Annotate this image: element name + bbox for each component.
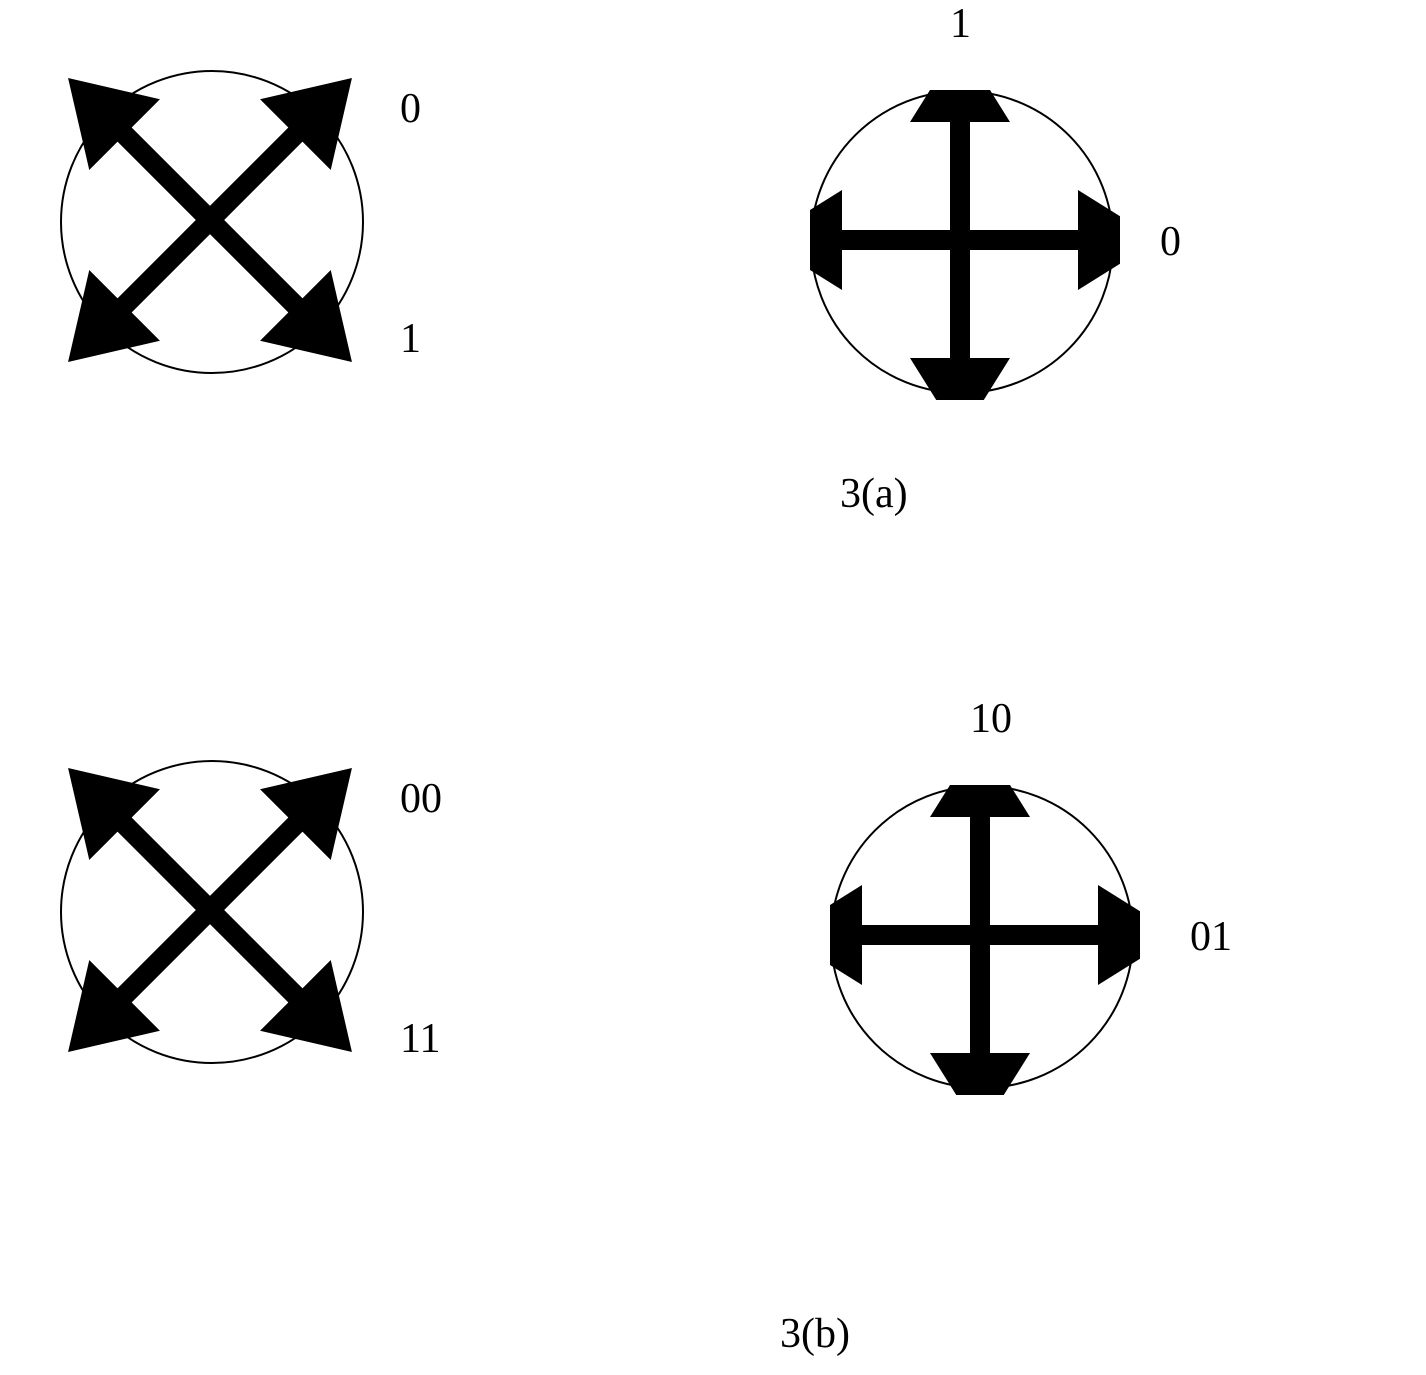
caption-3a: 3(a) <box>840 470 908 518</box>
fig3a-right-diagram: 1 0 <box>810 90 1260 490</box>
label-00: 00 <box>400 775 442 823</box>
plus-arrows <box>830 785 1140 1095</box>
plus-arrows <box>810 90 1120 400</box>
label-11: 11 <box>400 1015 440 1063</box>
label-01-right: 01 <box>1190 913 1232 961</box>
label-1: 1 <box>400 315 421 363</box>
fig3b-right-diagram: 10 01 <box>830 785 1290 1205</box>
label-10-top: 10 <box>970 695 1012 743</box>
fig3b-left-diagram: 00 11 <box>60 760 480 1080</box>
label-1-top: 1 <box>950 0 971 48</box>
label-0: 0 <box>400 85 421 133</box>
label-0-right: 0 <box>1160 218 1181 266</box>
diagonal-arrows <box>60 70 370 380</box>
diagonal-arrows <box>60 760 370 1070</box>
caption-3b: 3(b) <box>780 1310 850 1358</box>
fig3a-left-diagram: 0 1 <box>60 70 460 390</box>
